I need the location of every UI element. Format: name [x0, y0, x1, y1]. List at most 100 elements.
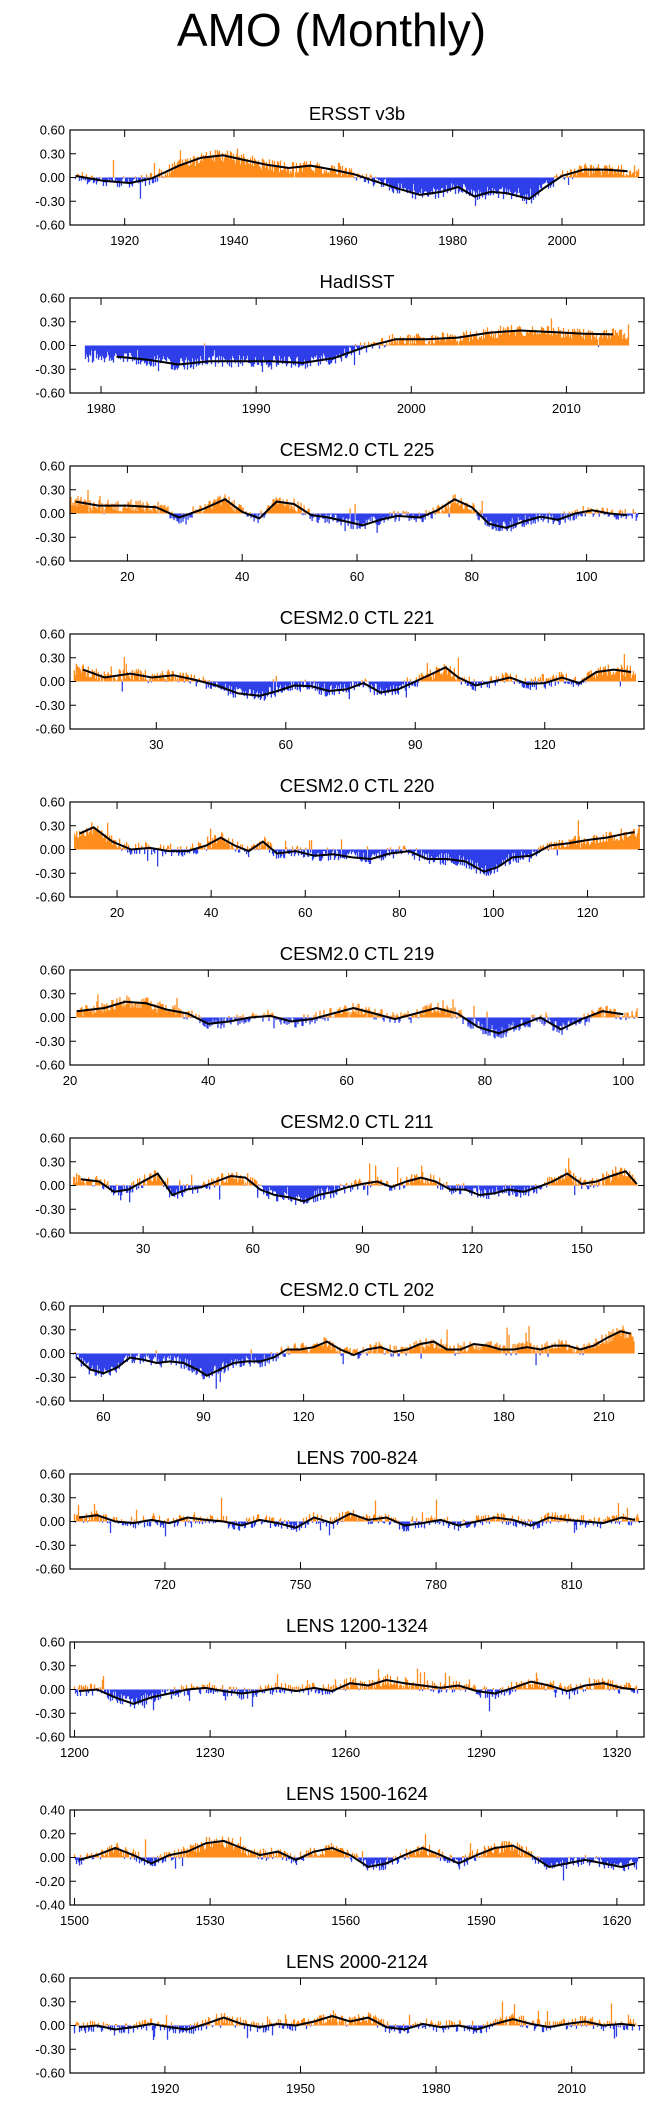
y-tick-label: 0.30: [40, 650, 65, 665]
smoothed-line: [75, 154, 628, 200]
y-tick-label: 0.60: [40, 1131, 65, 1146]
panel-4: CESM2.0 CTL 221 0.60 0.30 0.00 -0.30 -0.60 30 6…: [35, 607, 645, 752]
x-tick-label: 90: [196, 1409, 210, 1424]
smoothed-line: [76, 1330, 631, 1377]
panel-title: CESM2.0 CTL 221: [280, 607, 435, 628]
panel-title: CESM2.0 CTL 202: [280, 1279, 435, 1300]
y-tick-label: 0.00: [40, 506, 65, 521]
bars: [69, 489, 639, 533]
smoothed-line: [82, 666, 632, 697]
y-tick-label: 0.30: [40, 1154, 65, 1169]
y-tick-label: 0.30: [40, 818, 65, 833]
panel-7: CESM2.0 CTL 211 0.60 0.30 0.00 -0.30 -0.60 30 6…: [35, 1111, 645, 1256]
bars: [74, 148, 640, 206]
y-tick-label: 0.60: [40, 627, 65, 642]
y-tick-label: -0.30: [35, 194, 65, 209]
y-tick-label: -0.60: [35, 1226, 65, 1241]
y-tick-label: 0.00: [40, 842, 65, 857]
y-tick-label: -0.60: [35, 554, 65, 569]
panel-1: ERSST v3b 0.60 0.30 0.00 -0.30 -0.60 1920 1940 1…: [35, 103, 645, 248]
x-tick-label: 120: [461, 1241, 483, 1256]
y-tick-label: 0.00: [40, 338, 65, 353]
y-tick-label: 0.60: [40, 459, 65, 474]
x-tick-label: 120: [577, 905, 599, 920]
x-tick-label: 100: [576, 569, 598, 584]
y-tick-label: 0.00: [40, 1346, 65, 1361]
y-tick-label: -0.30: [35, 1370, 65, 1385]
bars: [84, 318, 630, 373]
x-tick-label: 1980: [87, 401, 116, 416]
x-tick-label: 100: [483, 905, 505, 920]
y-tick-label: 0.30: [40, 482, 65, 497]
panel-title: CESM2.0 CTL 220: [280, 775, 435, 796]
x-tick-label: 40: [204, 905, 218, 920]
x-tick-label: 60: [298, 905, 312, 920]
y-tick-label: -0.30: [35, 530, 65, 545]
panel-title: CESM2.0 CTL 211: [280, 1111, 433, 1132]
x-tick-label: 40: [201, 1073, 215, 1088]
panel-2: HadISST 0.60 0.30 0.00 -0.30 -0.60 1980 1990 200…: [35, 271, 645, 416]
x-tick-label: 30: [136, 1241, 150, 1256]
y-tick-label: 0.30: [40, 1322, 65, 1337]
panel-title: ERSST v3b: [309, 103, 405, 124]
x-tick-label: 120: [534, 737, 556, 752]
y-tick-label: -0.30: [35, 362, 65, 377]
y-tick-label: 0.30: [40, 146, 65, 161]
panel-8: CESM2.0 CTL 202 0.60 0.30 0.00 -0.30 -0.60 60 9…: [35, 1279, 645, 1424]
x-tick-label: 2000: [548, 233, 577, 248]
bars: [73, 1497, 641, 1537]
x-tick-label: 80: [478, 1073, 492, 1088]
y-tick-label: -0.60: [35, 890, 65, 905]
x-tick-label: 150: [571, 1241, 593, 1256]
y-tick-label: -0.30: [35, 866, 65, 881]
y-tick-label: 0.00: [40, 674, 65, 689]
panel-title: LENS 700-824: [296, 1447, 417, 1468]
bars: [76, 994, 638, 1039]
y-tick-label: 0.00: [40, 1010, 65, 1025]
panel-title: CESM2.0 CTL 225: [280, 439, 435, 460]
x-tick-label: 30: [149, 737, 163, 752]
y-tick-label: -0.30: [35, 1202, 65, 1217]
y-tick-label: -0.60: [35, 1058, 65, 1073]
x-tick-label: 120: [293, 1409, 315, 1424]
y-tick-label: -0.60: [35, 386, 65, 401]
x-tick-label: 1920: [110, 233, 139, 248]
y-tick-label: 0.60: [40, 795, 65, 810]
x-tick-label: 60: [350, 569, 364, 584]
x-tick-label: 60: [96, 1409, 110, 1424]
x-tick-label: 90: [355, 1241, 369, 1256]
x-tick-label: 210: [593, 1409, 615, 1424]
y-tick-label: 0.60: [40, 963, 65, 978]
x-tick-label: 40: [235, 569, 249, 584]
x-tick-label: 20: [110, 905, 124, 920]
x-tick-label: 60: [246, 1241, 260, 1256]
y-tick-label: 0.30: [40, 986, 65, 1001]
main-title: AMO (Monthly): [176, 4, 487, 56]
y-tick-label: 0.60: [40, 123, 65, 138]
x-tick-label: 180: [493, 1409, 515, 1424]
y-tick-label: 0.60: [40, 291, 65, 306]
y-tick-label: -0.60: [35, 722, 65, 737]
x-tick-label: 2010: [552, 401, 581, 416]
panel-title: HadISST: [319, 271, 394, 292]
y-tick-label: -0.30: [35, 1034, 65, 1049]
x-tick-label: 1940: [220, 233, 249, 248]
bars: [74, 820, 640, 876]
smoothed-line: [80, 1170, 638, 1203]
x-tick-label: 1990: [242, 401, 271, 416]
y-tick-label: -0.30: [35, 698, 65, 713]
y-tick-label: 0.00: [40, 170, 65, 185]
bars: [72, 1325, 635, 1389]
smoothed-line: [76, 1000, 624, 1035]
y-tick-label: 0.30: [40, 314, 65, 329]
x-tick-label: 1980: [438, 233, 467, 248]
x-tick-label: 60: [339, 1073, 353, 1088]
x-tick-label: 60: [279, 737, 293, 752]
panel-5: CESM2.0 CTL 220 0.60 0.30 0.00 -0.30 -0.60 20 4…: [35, 775, 645, 920]
x-tick-label: 2000: [397, 401, 426, 416]
y-tick-label: 0.60: [40, 1299, 65, 1314]
x-tick-label: 80: [392, 905, 406, 920]
